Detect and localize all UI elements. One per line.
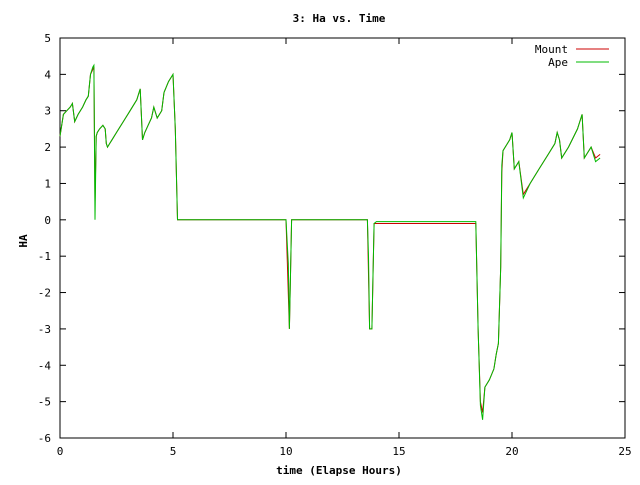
y-tick-label: -4 xyxy=(38,359,52,372)
plot-frame xyxy=(59,37,626,439)
chart-title: 3: Ha vs. Time xyxy=(293,12,386,25)
y-tick-label: 0 xyxy=(44,214,51,227)
legend-label: Mount xyxy=(535,43,568,56)
y-tick-label: -1 xyxy=(38,250,51,263)
y-tick-label: 3 xyxy=(44,105,51,118)
x-tick-label: 0 xyxy=(57,445,64,458)
x-tick-label: 15 xyxy=(392,445,405,458)
x-tick-label: 5 xyxy=(170,445,177,458)
y-tick-label: -6 xyxy=(38,432,51,445)
y-axis-label: HA xyxy=(17,234,30,248)
y-tick-label: -3 xyxy=(38,323,51,336)
x-tick-label: 20 xyxy=(505,445,518,458)
x-tick-label: 10 xyxy=(279,445,292,458)
y-tick-label: 4 xyxy=(44,68,51,81)
axis-ticks: 0 5 10 15 20 25 -6 -5 -4 -3 -2 -1 0 1 2 3 4 5 xyxy=(38,32,632,458)
y-tick-label: 5 xyxy=(44,32,51,45)
x-axis-label: time (Elapse Hours) xyxy=(276,464,402,477)
series-line-mount xyxy=(59,66,601,413)
legend-label: Ape xyxy=(548,56,568,69)
x-tick-label: 25 xyxy=(618,445,631,458)
series-line-ape xyxy=(59,63,601,420)
y-tick-label: 1 xyxy=(44,177,51,190)
series-layer xyxy=(59,63,601,420)
y-tick-label: 2 xyxy=(44,141,51,154)
y-tick-label: -2 xyxy=(38,287,51,300)
y-tick-label: -5 xyxy=(38,396,51,409)
